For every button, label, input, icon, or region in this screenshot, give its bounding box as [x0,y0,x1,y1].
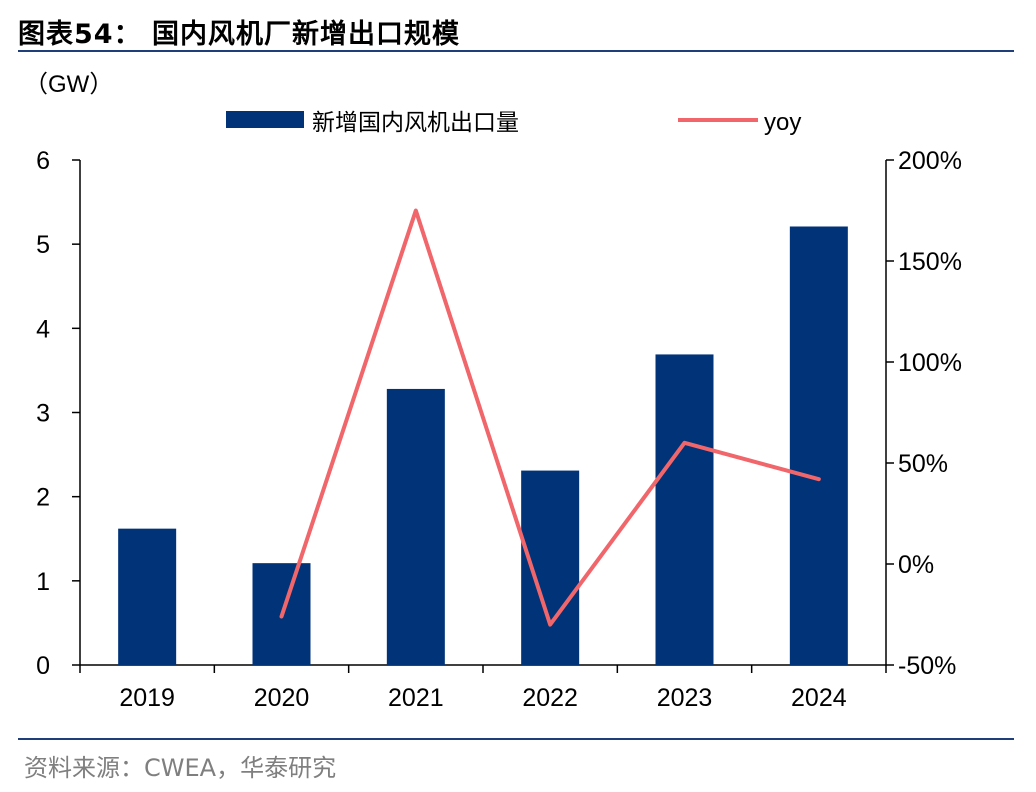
x-axis-tick-label: 2021 [388,684,444,712]
bar [655,354,714,665]
yoy-line-series [279,208,821,627]
legend: 新增国内风机出口量 yoy [226,109,801,136]
right-axis-tick-label: -50% [898,652,956,680]
axes: 0 1 2 3 4 5 6 -50% 0% 50% 100% 150% 200% 2019 2020 2021… [36,147,962,712]
left-axis-tick-label: 1 [36,568,50,596]
legend-swatch-bars [226,111,304,128]
left-axis-tick-label: 0 [36,652,50,680]
footer-divider [18,738,1014,740]
x-axis-tick-label: 2022 [522,684,578,712]
yoy-line [279,208,821,627]
legend-label-bars: 新增国内风机出口量 [312,110,519,136]
right-axis-tick-label: 50% [898,450,948,478]
source-note: 资料来源：CWEA，华泰研究 [24,754,337,782]
bar [789,226,848,665]
chart-title: 图表54： 国内风机厂新增出口规模 [18,19,460,50]
x-axis-tick-label: 2019 [119,684,175,712]
right-axis-tick-label: 150% [898,248,962,276]
right-axis-tick-label: 100% [898,349,962,377]
left-axis-tick-label: 2 [36,484,50,512]
x-axis-tick-label: 2020 [254,684,310,712]
left-axis-tick-label: 5 [36,231,50,259]
bar [118,528,177,665]
x-axis-tick-label: 2024 [791,684,847,712]
right-axis-tick-label: 0% [898,551,934,579]
right-axis-tick-label: 200% [898,147,962,175]
left-axis-tick-label: 4 [36,315,50,343]
title-divider [18,50,1014,52]
left-axis-unit-label: （GW） [24,71,113,98]
bar-series [118,226,848,665]
left-axis-tick-label: 3 [36,400,50,428]
left-axis-tick-label: 6 [36,147,50,175]
legend-label-line: yoy [764,109,801,136]
bar [386,388,445,665]
x-axis-tick-label: 2023 [657,684,713,712]
